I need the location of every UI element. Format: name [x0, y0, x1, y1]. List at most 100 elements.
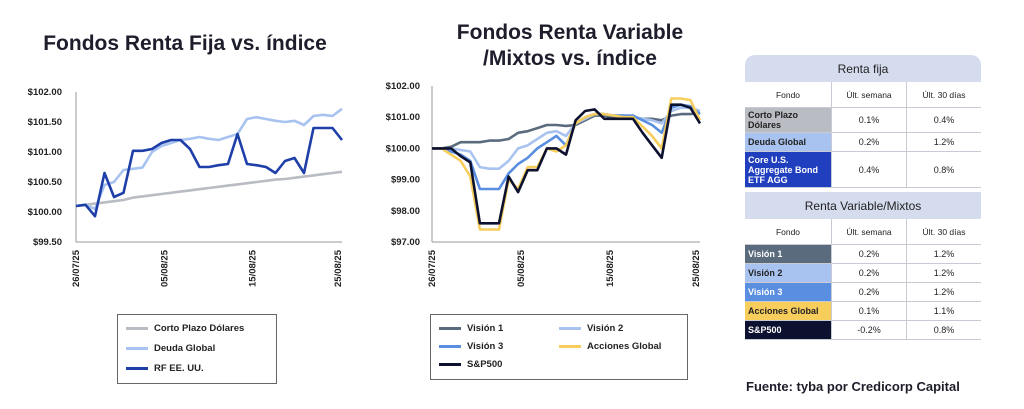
series-line-3 — [432, 97, 702, 231]
x-tick-label: 26/07/25 — [427, 249, 438, 287]
legend-swatch — [439, 327, 461, 330]
legend-item: Visión 3 — [439, 341, 503, 352]
week-value-cell: 0.1% — [831, 108, 906, 132]
y-tick-label: $102.00 — [386, 81, 420, 92]
legend-renta-fija: Corto Plazo Dólares Deuda Global RF EE. UU… — [117, 314, 277, 384]
fund-name-cell: Visión 1 — [745, 245, 831, 263]
fund-name-cell: Visión 3 — [745, 283, 831, 301]
month-value-cell: 0.8% — [906, 152, 981, 187]
legend-swatch — [439, 363, 461, 366]
x-tick-label: 05/08/25 — [159, 249, 170, 287]
table-renta-variable: Renta Variable/Mixtos Fondo Últ. semana … — [745, 192, 981, 340]
header-fondo: Fondo — [775, 89, 801, 100]
table-row: Visión 3 0.2% 1.2% — [745, 283, 981, 302]
month-value-cell: 1.2% — [906, 245, 981, 263]
week-value-cell: -0.2% — [831, 321, 906, 339]
fund-name-cell: Core U.S. Aggregate Bond ETF AGG — [745, 152, 831, 187]
y-tick-label: $100.50 — [28, 177, 62, 188]
fund-name-cell: Corto Plazo Dólares — [745, 108, 831, 132]
week-value-cell: 0.1% — [831, 302, 906, 320]
header-month: Últ. 30 días — [906, 82, 981, 107]
legend-label: Visión 3 — [467, 341, 504, 352]
header-fondo: Fondo — [775, 226, 801, 237]
table-row: Acciones Global 0.1% 1.1% — [745, 302, 981, 321]
series-line-1 — [432, 106, 701, 170]
month-value-cell: 1.2% — [906, 264, 981, 282]
chart-title-line-2: /Mixtos vs. índice — [483, 47, 657, 70]
series-line-0 — [432, 111, 701, 150]
chart-title-renta-fija: Fondos Renta Fija vs. índice — [43, 32, 327, 55]
x-tick-label: 25/08/25 — [333, 249, 344, 287]
legend-label: Visión 1 — [467, 323, 504, 334]
fund-name-cell: S&P500 — [745, 321, 831, 339]
header-week: Últ. semana — [831, 82, 906, 107]
y-tick-label: $100.00 — [28, 207, 62, 218]
week-value-cell: 0.4% — [831, 152, 906, 187]
table-row: S&P500 -0.2% 0.8% — [745, 321, 981, 340]
y-tick-label: $99.00 — [391, 175, 420, 186]
y-tick-label: $98.00 — [391, 206, 420, 217]
fund-name-cell: Acciones Global — [745, 302, 831, 320]
legend-label: Corto Plazo Dólares — [154, 323, 245, 334]
fund-name-cell: Visión 2 — [745, 264, 831, 282]
legend-item: Deuda Global — [126, 343, 215, 354]
series-line-4 — [432, 103, 702, 225]
y-tick-label: $102.00 — [28, 87, 62, 98]
week-value-cell: 0.2% — [831, 283, 906, 301]
chart-title-renta-variable: Fondos Renta Variable /Mixtos vs. índice — [420, 20, 720, 72]
y-tick-label: $101.00 — [28, 147, 62, 158]
y-tick-label: $97.00 — [391, 237, 420, 248]
series-line-0 — [75, 170, 343, 208]
chart-renta-variable: $97.00 $98.00 $99.00 $100.00 $101.00 $102.00 2… — [386, 81, 703, 287]
legend-label: Acciones Global — [587, 341, 662, 352]
y-tick-label: $99.50 — [33, 237, 62, 248]
legend-item: S&P500 — [439, 359, 502, 370]
month-value-cell: 1.2% — [906, 133, 981, 151]
source-note: Fuente: tyba por Credicorp Capital — [746, 379, 960, 394]
legend-swatch — [559, 345, 581, 348]
legend-swatch — [439, 345, 461, 348]
legend-swatch — [126, 347, 148, 350]
y-tick-label: $101.50 — [28, 117, 62, 128]
legend-swatch — [126, 367, 148, 370]
x-tick-label: 15/08/25 — [248, 249, 259, 287]
month-value-cell: 1.2% — [906, 283, 981, 301]
week-value-cell: 0.2% — [831, 264, 906, 282]
header-week: Últ. semana — [831, 219, 906, 244]
legend-item: Visión 2 — [559, 323, 623, 334]
legend-item: Acciones Global — [559, 341, 661, 352]
x-tick-label: 15/08/25 — [605, 249, 616, 287]
table-renta-fija: Renta fija Fondo Últ. semana Últ. 30 día… — [745, 55, 981, 188]
chart-renta-fija: $99.50 $100.00 $100.50 $101.00 $101.50 $102.0… — [28, 87, 345, 287]
table-row: Deuda Global 0.2% 1.2% — [745, 133, 981, 152]
table-header-row: Fondo Últ. semana Últ. 30 días — [745, 82, 981, 108]
chart-title-line-1: Fondos Renta Variable — [456, 21, 684, 44]
week-value-cell: 0.2% — [831, 133, 906, 151]
legend-swatch — [126, 327, 148, 330]
series-line-1 — [75, 107, 343, 211]
table-header-row: Fondo Últ. semana Últ. 30 días — [745, 219, 981, 245]
fund-name-cell: Deuda Global — [745, 133, 831, 151]
legend-label: RF EE. UU. — [154, 363, 204, 374]
legend-renta-variable: Visión 1 Visión 2 Visión 3 Acciones Global S… — [430, 314, 688, 380]
x-tick-label: 26/07/25 — [71, 249, 82, 287]
legend-label: Deuda Global — [154, 343, 216, 354]
x-tick-label: 25/08/25 — [691, 249, 702, 287]
table-row: Visión 1 0.2% 1.2% — [745, 245, 981, 264]
x-tick-label: 05/08/25 — [516, 249, 527, 287]
month-value-cell: 0.4% — [906, 108, 981, 132]
table-title: Renta fija — [745, 55, 981, 82]
legend-item: Visión 1 — [439, 323, 503, 334]
series-line-2 — [75, 126, 344, 218]
legend-item: Corto Plazo Dólares — [126, 323, 244, 334]
legend-label: Visión 2 — [587, 323, 624, 334]
table-row: Core U.S. Aggregate Bond ETF AGG 0.4% 0.8% — [745, 152, 981, 188]
header-month: Últ. 30 días — [906, 219, 981, 244]
month-value-cell: 0.8% — [906, 321, 981, 339]
y-tick-label: $101.00 — [386, 112, 420, 123]
table-title: Renta Variable/Mixtos — [745, 192, 981, 219]
month-value-cell: 1.1% — [906, 302, 981, 320]
legend-swatch — [559, 327, 581, 330]
y-tick-label: $100.00 — [386, 143, 420, 154]
legend-label: S&P500 — [467, 359, 503, 370]
